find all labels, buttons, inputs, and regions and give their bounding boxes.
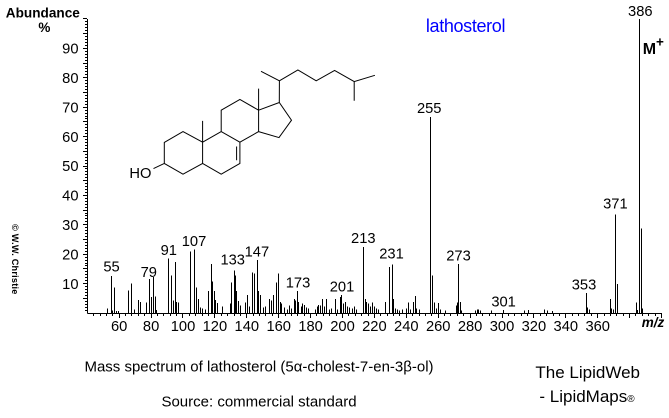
svg-text:240: 240 <box>394 319 419 335</box>
svg-text:© W.W. Christie: © W.W. Christie <box>10 224 20 295</box>
svg-text:%: % <box>38 20 50 35</box>
svg-text:280: 280 <box>458 319 483 335</box>
svg-text:50: 50 <box>62 159 78 175</box>
svg-text:386: 386 <box>628 4 653 20</box>
svg-text:100: 100 <box>171 319 196 335</box>
svg-text:Source: commercial standard: Source: commercial standard <box>161 394 356 411</box>
svg-text:10: 10 <box>62 277 78 293</box>
svg-text:30: 30 <box>62 218 78 234</box>
svg-text:173: 173 <box>286 276 311 292</box>
svg-text:140: 140 <box>235 319 260 335</box>
svg-text:301: 301 <box>491 295 516 311</box>
svg-text:Abundance: Abundance <box>6 5 80 20</box>
svg-text:79: 79 <box>141 265 157 281</box>
svg-text:90: 90 <box>62 42 78 58</box>
svg-text:The LipidWeb: The LipidWeb <box>535 363 640 382</box>
svg-text:255: 255 <box>417 101 442 117</box>
svg-text:231: 231 <box>379 247 404 263</box>
svg-text:55: 55 <box>103 260 119 276</box>
svg-text:Mass spectrum of lathosterol (: Mass spectrum of lathosterol (5α-cholest… <box>84 358 433 375</box>
svg-text:91: 91 <box>161 243 177 259</box>
svg-text:353: 353 <box>572 277 597 293</box>
svg-text:lathosterol: lathosterol <box>426 16 505 36</box>
svg-text:60: 60 <box>62 130 78 146</box>
svg-text:360: 360 <box>585 319 610 335</box>
svg-text:40: 40 <box>62 189 78 205</box>
svg-text:20: 20 <box>62 247 78 263</box>
svg-text:200: 200 <box>330 319 355 335</box>
svg-text:260: 260 <box>426 319 451 335</box>
svg-text:107: 107 <box>182 234 207 250</box>
svg-text:120: 120 <box>203 319 228 335</box>
svg-text:273: 273 <box>446 248 471 264</box>
svg-text:180: 180 <box>298 319 323 335</box>
svg-text:147: 147 <box>245 245 270 261</box>
svg-text:201: 201 <box>330 279 355 295</box>
svg-text:70: 70 <box>62 100 78 116</box>
svg-text:80: 80 <box>62 71 78 87</box>
svg-text:160: 160 <box>266 319 291 335</box>
svg-text:371: 371 <box>603 197 628 213</box>
svg-text:m/z: m/z <box>642 315 665 330</box>
svg-text:340: 340 <box>554 319 579 335</box>
svg-text:133: 133 <box>220 252 245 268</box>
svg-text:220: 220 <box>362 319 387 335</box>
svg-text:60: 60 <box>111 319 127 335</box>
svg-text:320: 320 <box>522 319 547 335</box>
svg-text:HO: HO <box>129 166 151 182</box>
svg-text:213: 213 <box>351 231 376 247</box>
svg-text:80: 80 <box>143 319 159 335</box>
svg-text:- LipidMaps®: - LipidMaps® <box>539 387 635 406</box>
svg-text:300: 300 <box>490 319 515 335</box>
